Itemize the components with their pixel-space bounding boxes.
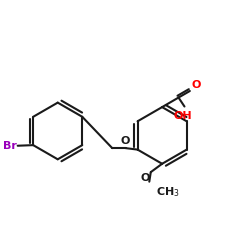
Text: O: O [121,136,130,146]
Text: OH: OH [174,111,193,121]
Text: CH$_3$: CH$_3$ [156,185,180,199]
Text: Br: Br [2,141,16,151]
Text: O: O [140,173,149,183]
Text: O: O [191,80,201,90]
